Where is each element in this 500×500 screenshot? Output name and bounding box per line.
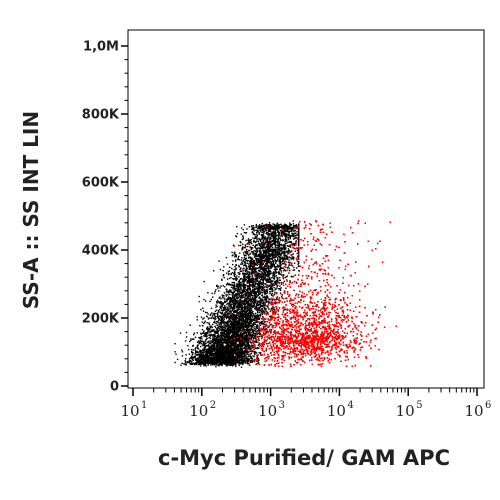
y-tick-label: 1,0M — [83, 40, 119, 55]
x-tick-exponent: 4 — [347, 400, 353, 411]
x-tick-exponent: 1 — [141, 400, 147, 411]
x-axis: 10 1 10 2 10 3 10 4 10 5 10 6 — [120, 388, 491, 420]
x-axis-label: c-Myc Purified/ GAM APC — [158, 446, 450, 470]
series-stained-points — [198, 220, 397, 367]
y-tick-label: 0 — [110, 380, 119, 395]
series-negative-points — [174, 222, 300, 368]
y-tick-label: 200K — [82, 312, 120, 327]
y-axis: 0 200K 400K 600K 800K 1,0M — [82, 40, 128, 395]
x-tick-label: 10 — [120, 402, 139, 420]
x-tick-label: 10 — [327, 402, 346, 420]
x-tick-label: 10 — [258, 402, 277, 420]
x-tick-label: 10 — [464, 402, 483, 420]
x-tick-exponent: 6 — [485, 400, 491, 411]
x-tick-label: 10 — [189, 402, 208, 420]
y-tick-label: 800K — [82, 108, 120, 123]
x-tick-label: 10 — [396, 402, 415, 420]
y-tick-label: 400K — [82, 244, 120, 259]
y-tick-label: 600K — [82, 176, 120, 191]
x-tick-exponent: 2 — [210, 400, 216, 411]
y-axis-label: SS-A :: SS INT LIN — [19, 111, 43, 309]
x-tick-exponent: 3 — [279, 400, 285, 411]
x-tick-exponent: 5 — [416, 400, 422, 411]
